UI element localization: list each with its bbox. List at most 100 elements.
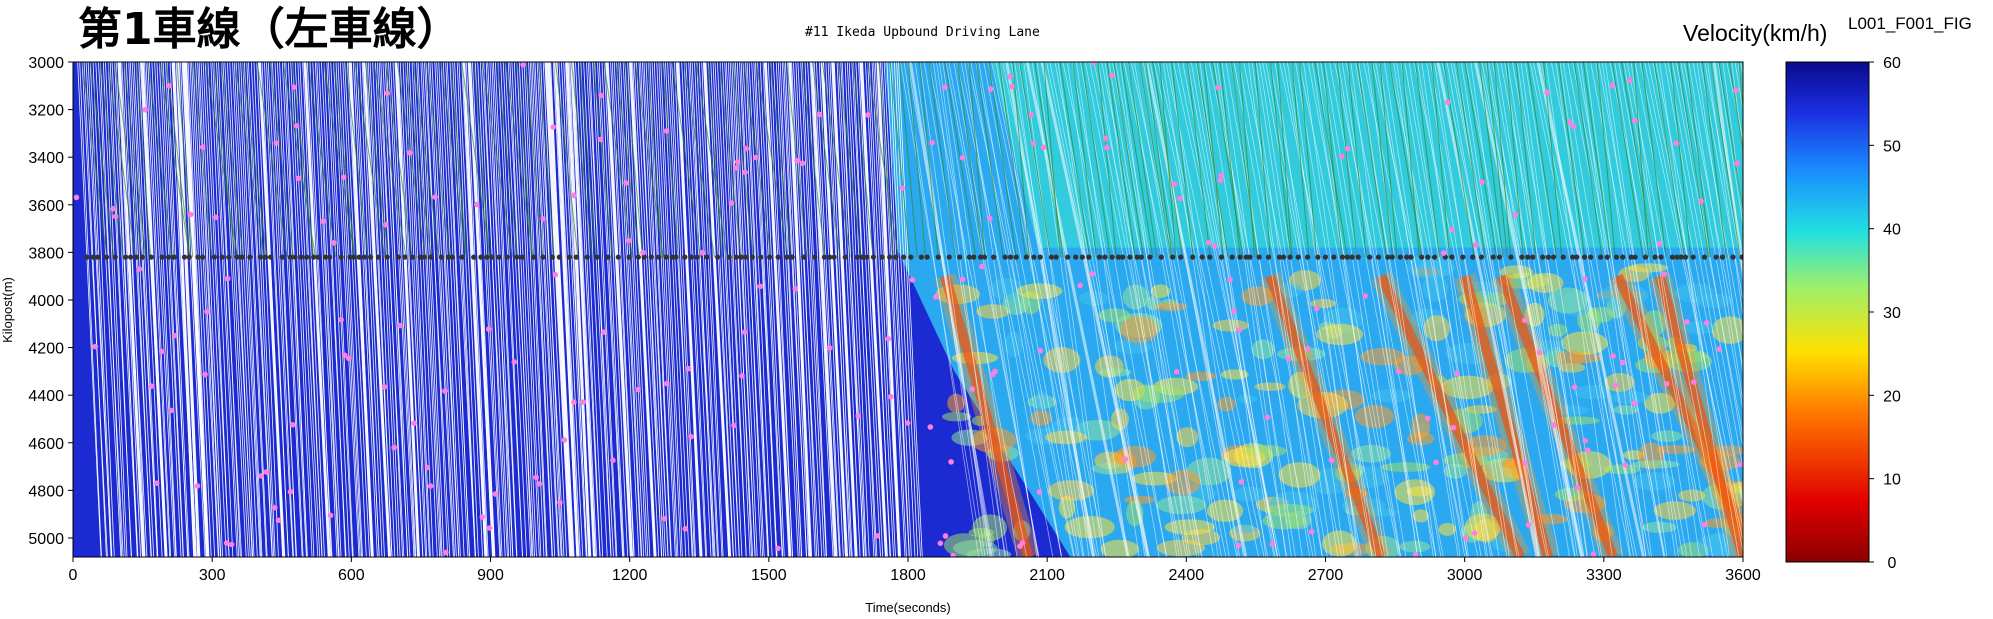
- detector-marker: [1404, 254, 1410, 260]
- detector-marker: [1669, 254, 1675, 260]
- event-marker: [792, 285, 799, 292]
- green-track: [1678, 62, 1710, 258]
- vehicle-trajectory: [427, 62, 454, 557]
- vehicle-trajectory: [607, 62, 634, 557]
- vehicle-trajectory: [1372, 62, 1479, 557]
- detector-marker: [1199, 254, 1205, 260]
- event-marker: [909, 277, 916, 283]
- vehicle-trajectory: [1630, 62, 1700, 557]
- event-marker: [536, 481, 543, 487]
- detector-marker: [1632, 254, 1638, 260]
- vehicle-trajectory: [1233, 62, 1323, 557]
- green-track: [1596, 62, 1616, 258]
- green-track: [1371, 62, 1394, 258]
- event-marker: [557, 499, 563, 506]
- detector-marker: [84, 254, 90, 260]
- detector-marker: [1256, 254, 1262, 260]
- vehicle-trajectory: [145, 62, 171, 557]
- detector-marker: [935, 254, 941, 260]
- event-marker: [258, 473, 264, 479]
- velocity-patch: [1406, 254, 1455, 280]
- velocity-patch: [1231, 486, 1268, 502]
- vehicle-trajectory: [779, 62, 802, 557]
- vehicle-trajectory: [757, 62, 783, 557]
- vehicle-trajectory: [204, 62, 230, 557]
- green-track: [333, 62, 356, 258]
- vehicle-trajectory: [1049, 62, 1149, 557]
- event-marker: [635, 386, 641, 393]
- vehicle-trajectory: [1559, 62, 1631, 557]
- green-track: [1356, 62, 1388, 258]
- detector-marker: [743, 254, 749, 260]
- vehicle-trajectory: [1590, 62, 1684, 557]
- detector-marker: [854, 254, 860, 260]
- vehicle-trajectory: [207, 62, 230, 557]
- vehicle-trajectory: [1162, 62, 1239, 557]
- vehicle-trajectory: [605, 62, 633, 557]
- vehicle-trajectory: [416, 62, 441, 557]
- detector-marker: [893, 254, 899, 260]
- vehicle-trajectory: [755, 62, 778, 557]
- vehicle-trajectory: [344, 62, 370, 557]
- event-marker: [295, 175, 302, 182]
- velocity-patch: [1501, 457, 1519, 469]
- vehicle-trajectory: [858, 62, 884, 557]
- vehicle-trajectory: [1604, 62, 1679, 557]
- vehicle-trajectory: [970, 62, 1062, 557]
- event-marker: [520, 62, 526, 68]
- vehicle-trajectory: [809, 62, 835, 557]
- green-track: [1641, 62, 1667, 258]
- vehicle-trajectory: [89, 62, 113, 557]
- green-track: [1582, 62, 1612, 258]
- event-marker: [168, 407, 175, 414]
- vehicle-trajectory: [1345, 62, 1444, 557]
- vehicle-trajectory: [561, 62, 587, 557]
- green-track: [354, 62, 386, 258]
- vehicle-trajectory: [569, 62, 591, 557]
- event-marker: [1462, 535, 1469, 541]
- vehicle-trajectory: [261, 62, 284, 557]
- green-track: [323, 62, 355, 258]
- green-track: [976, 62, 1004, 258]
- vehicle-trajectory: [1046, 62, 1148, 557]
- event-marker: [263, 469, 270, 475]
- velocity-patch: [1526, 272, 1564, 293]
- detector-marker: [417, 254, 423, 260]
- y-tick-label: 3400: [28, 150, 64, 167]
- detector-marker: [1397, 254, 1403, 260]
- detector-marker: [870, 254, 877, 260]
- vehicle-trajectory: [651, 62, 676, 557]
- green-track: [634, 62, 664, 258]
- green-track: [603, 62, 634, 258]
- green-track: [1738, 62, 1743, 115]
- vehicle-trajectory: [240, 62, 263, 557]
- y-axis-label: Kilopost(m): [0, 277, 15, 343]
- vehicle-trajectory: [505, 62, 532, 557]
- y-tick-label: 3200: [28, 103, 64, 120]
- detector-marker: [1604, 254, 1610, 260]
- event-marker: [136, 266, 143, 272]
- detector-marker: [247, 254, 253, 260]
- vehicle-trajectory: [575, 62, 601, 557]
- colorbar-tick-label: 40: [1883, 222, 1901, 239]
- vehicle-trajectory: [235, 62, 261, 557]
- event-marker: [1570, 123, 1577, 130]
- event-marker: [1663, 381, 1670, 387]
- congestion-wave-halo: [1371, 271, 1531, 557]
- detector-marker: [165, 254, 172, 260]
- vehicle-trajectory: [1283, 62, 1373, 557]
- event-marker: [199, 144, 206, 150]
- vehicle-trajectory: [653, 62, 678, 557]
- green-track: [1527, 62, 1558, 258]
- velocity-patch: [1150, 284, 1171, 299]
- detector-marker: [1574, 254, 1580, 260]
- vehicle-trajectory: [302, 62, 325, 557]
- colorbar-tick-label: 20: [1883, 388, 1901, 405]
- green-track: [1171, 62, 1194, 258]
- detector-marker: [957, 254, 963, 260]
- vehicle-trajectory: [312, 62, 338, 557]
- green-track: [291, 62, 314, 258]
- vehicle-trajectory: [1623, 62, 1714, 557]
- vehicle-trajectory: [1470, 62, 1540, 557]
- event-marker: [742, 169, 748, 176]
